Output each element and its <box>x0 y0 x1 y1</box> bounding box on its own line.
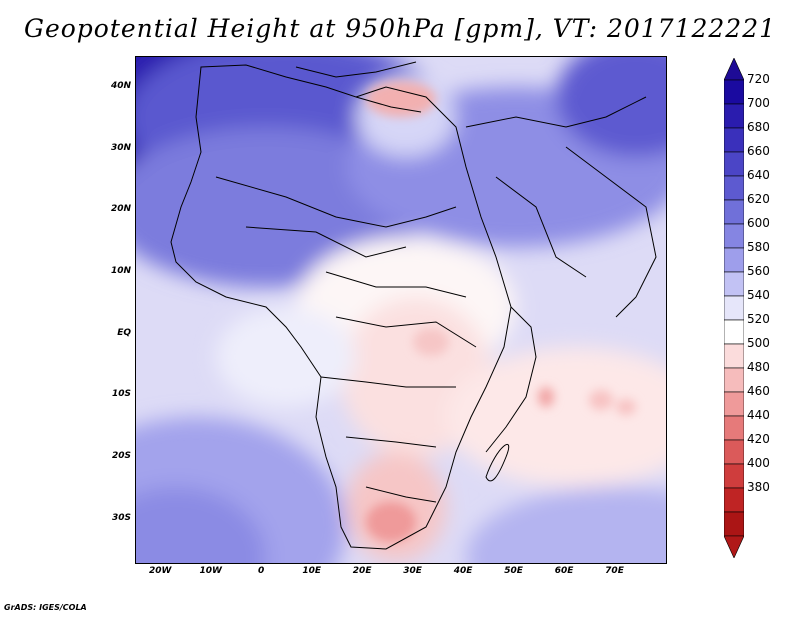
colorbar-swatch <box>724 271 744 297</box>
colorbar-level-label: 700 <box>747 96 770 110</box>
colorbar-level-label: 580 <box>747 240 770 254</box>
lat-label: EQ <box>117 327 131 338</box>
grads-credit: GrADS: IGES/COLA <box>4 603 87 612</box>
colorbar-swatch <box>724 487 744 513</box>
colorbar-level-label: 620 <box>747 192 770 206</box>
colorbar-level-label: 500 <box>747 336 770 350</box>
colorbar-level-label: 680 <box>747 120 770 134</box>
colorbar <box>724 58 744 558</box>
colorbar-cap-bottom <box>724 535 744 558</box>
colorbar-level-label: 520 <box>747 312 770 326</box>
lat-label: 40N <box>110 80 131 91</box>
colorbar-swatch <box>724 439 744 465</box>
colorbar-level-label: 540 <box>747 288 770 302</box>
lon-label: 10E <box>302 566 321 576</box>
colorbar-swatch <box>724 319 744 345</box>
colorbar-level-label: 600 <box>747 216 770 230</box>
colorbar-swatch <box>724 103 744 129</box>
lon-label: 40E <box>453 566 473 576</box>
colorbar-swatch <box>724 391 744 417</box>
colorbar-level-label: 460 <box>747 384 770 398</box>
lat-label: 30N <box>110 142 131 153</box>
coastline-outline <box>170 61 657 550</box>
colorbar-level-label: 640 <box>747 168 770 182</box>
lat-label: 30S <box>111 512 131 523</box>
lat-label: 10S <box>111 389 131 400</box>
colorbar-swatch <box>724 151 744 177</box>
lon-label: 20E <box>352 566 372 576</box>
colorbar-level-label: 420 <box>747 432 770 446</box>
colorbar-level-label: 720 <box>747 72 770 86</box>
colorbar-level-label: 440 <box>747 408 770 422</box>
colorbar-swatch <box>724 367 744 393</box>
colorbar-swatch <box>724 511 744 537</box>
chart-title: Geopotential Height at 950hPa [gpm], VT:… <box>23 14 777 43</box>
colorbar-level-label: 400 <box>747 456 770 470</box>
lon-label: 20W <box>149 566 172 576</box>
colorbar-swatch <box>724 343 744 369</box>
colorbar-swatch <box>724 463 744 489</box>
lon-label: 50E <box>504 566 523 576</box>
colorbar-swatch <box>724 127 744 153</box>
colorbar-level-label: 480 <box>747 360 770 374</box>
map-panel <box>135 56 667 564</box>
colorbar-swatch <box>724 199 744 225</box>
colorbar-cap-top <box>724 58 744 81</box>
colorbar-level-label: 660 <box>747 144 770 158</box>
lon-label: 30E <box>403 566 422 576</box>
colorbar-swatch <box>724 415 744 441</box>
lon-label: 60E <box>554 566 574 576</box>
colorbar-swatch <box>724 223 744 249</box>
lon-label: 10W <box>199 566 222 576</box>
colorbar-level-label: 560 <box>747 264 770 278</box>
lat-label: 20N <box>110 204 131 215</box>
colorbar-swatch <box>724 295 744 321</box>
colorbar-swatch <box>724 175 744 201</box>
colorbar-swatch <box>724 247 744 273</box>
lat-label: 10N <box>110 265 131 276</box>
lat-label: 20S <box>111 451 131 462</box>
colorbar-swatch <box>724 79 744 105</box>
colorbar-level-label: 380 <box>747 480 770 494</box>
lon-label: 0 <box>258 566 265 576</box>
geopotential-field <box>136 57 666 563</box>
lon-label: 70E <box>605 566 624 576</box>
